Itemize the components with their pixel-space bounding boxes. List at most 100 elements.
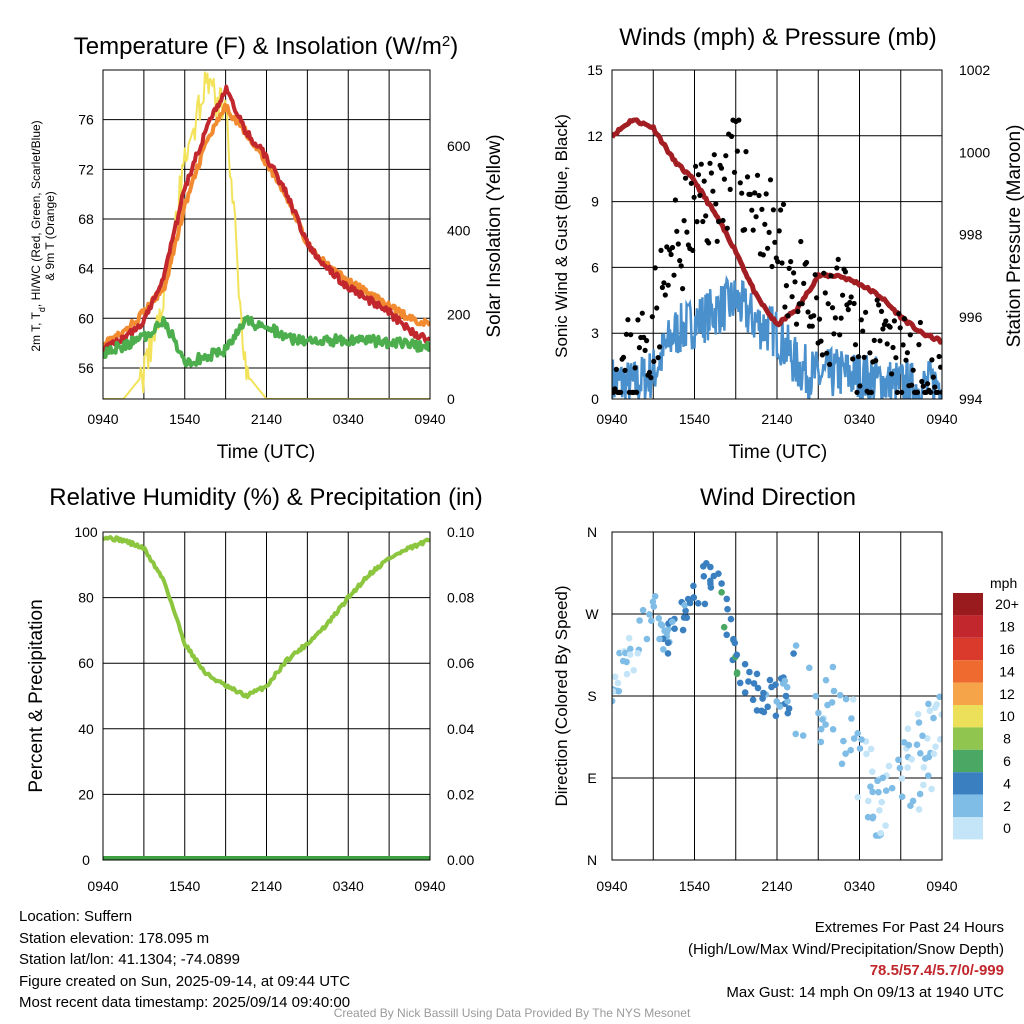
gust-point [628,332,634,338]
direction-point [925,772,932,779]
y-tick-label: 64 [78,261,94,277]
gust-point [798,238,804,245]
direction-point [874,777,881,785]
series-line-2m-t [103,84,430,355]
gust-point [825,301,831,307]
gust-point [894,389,900,395]
gust-point [860,328,866,334]
gust-point [775,259,781,265]
gust-point [646,369,653,376]
gust-point [765,245,771,251]
direction-point [650,603,658,610]
colorbar-swatch [953,727,983,750]
gust-point [700,218,706,225]
gust-point [747,191,753,197]
plot-frame [611,69,943,400]
gust-point [932,384,938,390]
gust-point [873,358,879,364]
direction-point [915,719,923,726]
direction-point [700,573,708,580]
gust-point [816,316,823,322]
direction-point [840,737,847,745]
grid-lines [103,70,430,399]
x-tick-label: 0940 [926,878,957,894]
colorbar-swatch [953,660,983,683]
y-tick-label: E [587,770,596,786]
gust-point [818,338,824,344]
temp-y2-label: Solar Insolation (Yellow) [484,134,505,337]
gust-point [876,302,882,308]
direction-point [658,622,666,629]
gust-point [930,374,937,380]
gust-point [718,165,725,171]
gust-point [845,307,851,313]
extremes-info: Extremes For Past 24 Hours (High/Low/Max… [688,917,1004,1003]
temp-y-label: 2m T, Td, HI/WC (Red, Green, Scarlet/Blu… [29,120,47,351]
gust-point [723,153,729,159]
gust-point [852,342,859,348]
colorbar-label: 8 [1003,731,1011,747]
y-tick-label: N [587,852,597,868]
gust-point [661,280,667,286]
direction-point [898,793,906,800]
gust-point [904,350,911,356]
colorbar-swatch [953,615,983,638]
wind-y-label: Sonic Wind & Gust (Blue, Black) [552,114,571,358]
station-info: Location: Suffern Station elevation: 178… [19,906,350,1014]
direction-point [715,570,722,577]
y-tick-label: 60 [78,310,94,326]
gust-point [899,389,905,395]
gust-point [767,177,774,183]
direction-point [627,645,634,653]
gust-point [713,201,719,207]
gust-point [633,389,640,395]
y-tick-label: 20 [78,786,94,802]
gust-point [727,186,733,192]
rh-y-label: Percent & Precipitation [26,599,47,792]
direction-point [746,668,753,676]
gust-point [760,252,766,258]
y2-tick-label: 994 [959,391,983,407]
colorbar-label: 14 [999,663,1015,679]
direction-point [660,646,667,653]
direction-point [869,814,876,822]
series-line-relative-humidity [103,535,430,700]
direction-point [806,664,813,672]
direction-point [904,725,912,733]
direction-point [733,651,741,659]
direction-point [764,703,771,711]
colorbar-swatch [953,637,983,661]
gust-point [749,207,755,213]
colorbar-label: 2 [1003,798,1011,814]
y2-tick-label: 0.04 [447,721,474,737]
gust-point [763,191,769,197]
gust-point [678,263,684,269]
gust-point [742,227,748,233]
gust-point [858,317,864,323]
direction-point [723,631,730,639]
gust-point [756,192,762,199]
gust-point [698,161,704,167]
direction-point [766,676,774,684]
gust-point [770,207,777,213]
gust-point [724,225,730,231]
gust-point [791,270,797,276]
x-tick-label: 2140 [761,411,792,427]
gust-point [636,345,643,351]
gust-point [750,227,756,233]
direction-point [920,781,927,789]
extremes-title: Extremes For Past 24 Hours [814,919,1004,936]
direction-point [720,623,728,631]
y-tick-label: 80 [78,590,94,606]
direction-point [785,705,793,712]
gust-point [801,280,807,286]
gust-point [871,337,877,343]
y-tick-label: 9 [591,194,599,210]
wind-x-label: Time (UTC) [729,442,828,463]
gust-point [697,192,703,198]
gust-point [842,269,849,275]
gust-point [677,258,683,264]
gust-point [909,382,915,388]
temp-y-label-line2: & 9m T (Orange) [43,191,57,281]
